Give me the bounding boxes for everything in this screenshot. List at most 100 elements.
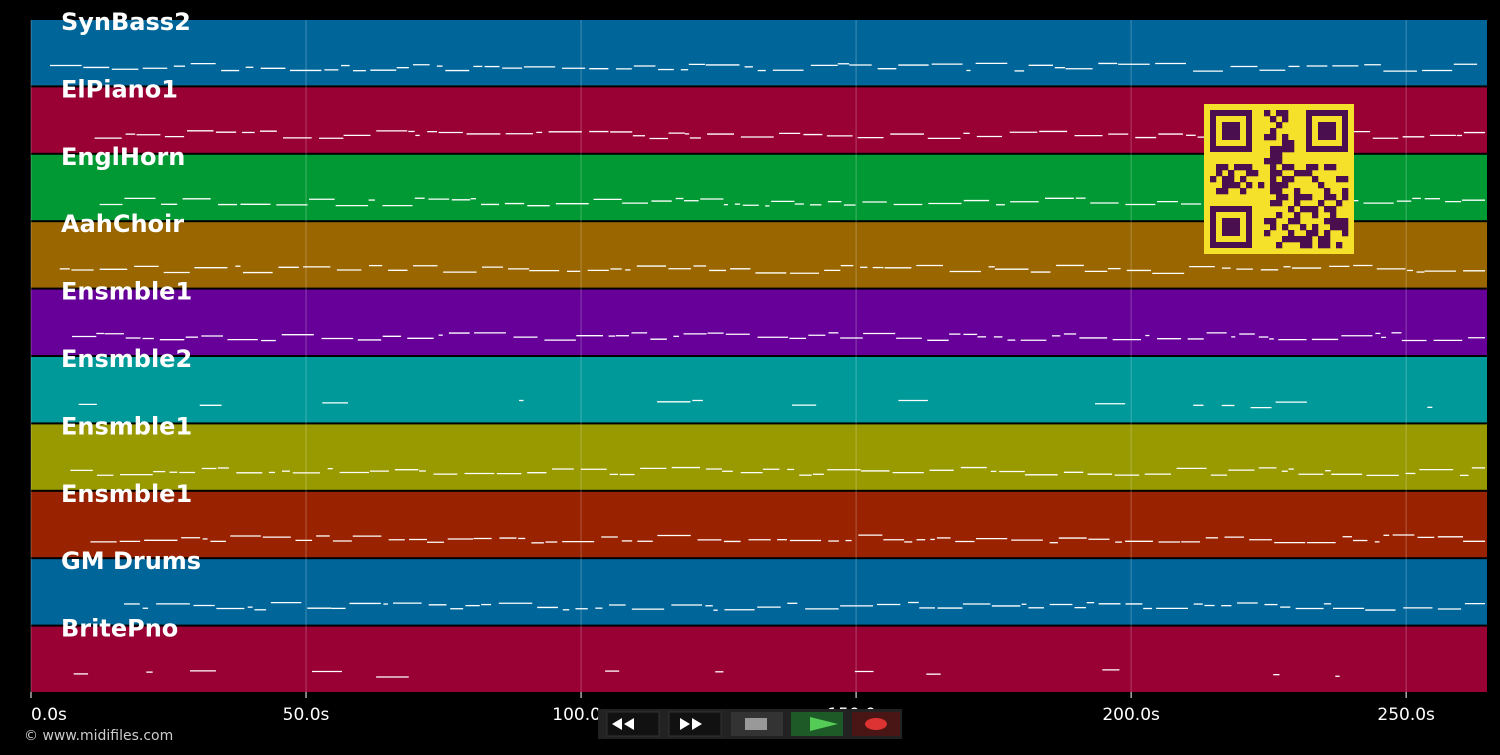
qr-module bbox=[1324, 230, 1331, 237]
qr-module bbox=[1300, 194, 1307, 201]
qr-module bbox=[1240, 164, 1247, 171]
tick-label: 100.0s bbox=[552, 705, 610, 725]
track-name: EnglHorn bbox=[61, 143, 185, 171]
qr-module bbox=[1336, 224, 1343, 231]
qr-module bbox=[1288, 206, 1295, 213]
qr-module bbox=[1336, 218, 1343, 225]
qr-module bbox=[1276, 200, 1283, 207]
qr-module bbox=[1342, 224, 1349, 231]
qr-module bbox=[1276, 122, 1283, 129]
play-button[interactable] bbox=[791, 712, 843, 736]
track-lane bbox=[31, 626, 1487, 692]
qr-module bbox=[1228, 170, 1235, 177]
qr-module bbox=[1276, 212, 1283, 219]
qr-module bbox=[1288, 146, 1295, 153]
qr-module bbox=[1270, 188, 1277, 195]
qr-module bbox=[1252, 170, 1259, 177]
qr-module bbox=[1264, 230, 1271, 237]
qr-module bbox=[1324, 194, 1331, 201]
qr-module bbox=[1324, 218, 1331, 225]
qr-module bbox=[1342, 176, 1349, 183]
qr-module bbox=[1216, 188, 1223, 195]
qr-module bbox=[1240, 188, 1247, 195]
qr-code bbox=[1204, 104, 1354, 254]
record-button[interactable] bbox=[852, 712, 900, 736]
qr-module bbox=[1270, 218, 1277, 225]
track-lane bbox=[31, 424, 1487, 490]
qr-module bbox=[1282, 194, 1289, 201]
forward-button[interactable] bbox=[668, 711, 722, 737]
qr-module bbox=[1342, 194, 1349, 201]
qr-module bbox=[1282, 110, 1289, 117]
tick-label: 0.0s bbox=[31, 705, 67, 725]
qr-module bbox=[1282, 224, 1289, 231]
track-name: BritePno bbox=[61, 615, 178, 643]
qr-module bbox=[1270, 116, 1277, 123]
track-lane bbox=[31, 559, 1487, 625]
qr-module bbox=[1330, 194, 1337, 201]
tick-label: 250.0s bbox=[1377, 705, 1435, 725]
qr-module bbox=[1324, 242, 1331, 249]
qr-module bbox=[1288, 230, 1295, 237]
track-name: ElPiano1 bbox=[61, 75, 178, 103]
qr-module bbox=[1324, 206, 1331, 213]
qr-module bbox=[1228, 182, 1235, 189]
qr-module bbox=[1264, 218, 1271, 225]
qr-module bbox=[1270, 158, 1277, 165]
qr-module bbox=[1300, 206, 1307, 213]
qr-module bbox=[1282, 236, 1289, 243]
qr-module bbox=[1294, 200, 1301, 207]
qr-module bbox=[1324, 188, 1331, 195]
qr-module bbox=[1300, 242, 1307, 249]
qr-finder bbox=[1318, 122, 1336, 140]
transport bbox=[598, 709, 902, 739]
qr-module bbox=[1210, 176, 1217, 183]
qr-module bbox=[1282, 176, 1289, 183]
qr-module bbox=[1312, 206, 1319, 213]
qr-module bbox=[1276, 170, 1283, 177]
qr-module bbox=[1306, 242, 1313, 249]
qr-module bbox=[1270, 164, 1277, 171]
qr-module bbox=[1288, 164, 1295, 171]
qr-module bbox=[1306, 170, 1313, 177]
qr-module bbox=[1306, 230, 1313, 237]
stop-button[interactable] bbox=[731, 712, 783, 736]
qr-module bbox=[1276, 194, 1283, 201]
qr-module bbox=[1318, 236, 1325, 243]
qr-module bbox=[1330, 206, 1337, 213]
track-name: Ensmble1 bbox=[61, 480, 192, 508]
qr-module bbox=[1276, 152, 1283, 159]
qr-module bbox=[1270, 176, 1277, 183]
qr-finder bbox=[1222, 122, 1240, 140]
qr-module bbox=[1288, 236, 1295, 243]
qr-module bbox=[1312, 230, 1319, 237]
qr-module bbox=[1336, 200, 1343, 207]
copyright: © www.midifiles.com bbox=[24, 728, 173, 744]
qr-module bbox=[1246, 182, 1253, 189]
qr-module bbox=[1234, 164, 1241, 171]
qr-module bbox=[1282, 134, 1289, 141]
qr-module bbox=[1276, 146, 1283, 153]
track-lane bbox=[31, 20, 1487, 86]
qr-module bbox=[1300, 170, 1307, 177]
qr-module bbox=[1222, 182, 1229, 189]
qr-module bbox=[1294, 218, 1301, 225]
tick-label: 50.0s bbox=[283, 705, 330, 725]
qr-module bbox=[1270, 152, 1277, 159]
qr-module bbox=[1264, 110, 1271, 117]
rewind-button[interactable] bbox=[606, 711, 660, 737]
qr-module bbox=[1222, 176, 1229, 183]
qr-module bbox=[1318, 182, 1325, 189]
qr-module bbox=[1240, 176, 1247, 183]
notes bbox=[50, 62, 1485, 678]
track-name: SynBass2 bbox=[61, 8, 191, 36]
qr-module bbox=[1342, 188, 1349, 195]
tick-label: 200.0s bbox=[1102, 705, 1160, 725]
qr-module bbox=[1312, 224, 1319, 231]
qr-module bbox=[1234, 182, 1241, 189]
qr-module bbox=[1330, 218, 1337, 225]
qr-module bbox=[1282, 146, 1289, 153]
qr-module bbox=[1306, 236, 1313, 243]
qr-module bbox=[1330, 212, 1337, 219]
